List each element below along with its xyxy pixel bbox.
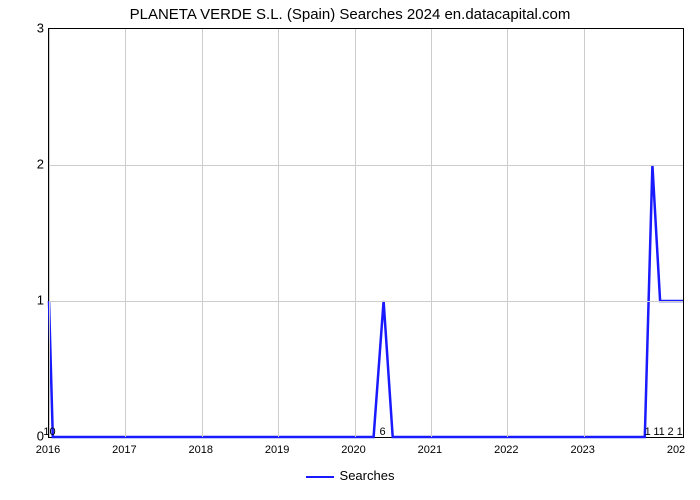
count-label: 11 <box>653 426 664 438</box>
grid-vertical <box>202 29 203 437</box>
grid-vertical <box>278 29 279 437</box>
count-label: 6 <box>380 426 386 438</box>
x-tick-label: 2020 <box>341 444 365 456</box>
x-tick-label: 202 <box>667 444 685 456</box>
x-tick-label: 2016 <box>36 444 60 456</box>
y-tick-label: 2 <box>4 157 44 172</box>
x-tick-label: 2017 <box>112 444 136 456</box>
grid-vertical <box>507 29 508 437</box>
plot-area <box>48 28 684 438</box>
chart-title: PLANETA VERDE S.L. (Spain) Searches 2024… <box>0 6 700 23</box>
grid-horizontal <box>49 301 683 302</box>
legend: Searches <box>0 468 700 483</box>
x-tick-label: 2021 <box>418 444 442 456</box>
grid-vertical <box>49 29 50 437</box>
count-label: 2 <box>667 426 673 438</box>
count-label: 1 <box>677 426 683 438</box>
grid-vertical <box>431 29 432 437</box>
chart-container: PLANETA VERDE S.L. (Spain) Searches 2024… <box>0 0 700 500</box>
grid-vertical <box>584 29 585 437</box>
y-tick-label: 3 <box>4 21 44 36</box>
grid-vertical <box>355 29 356 437</box>
legend-label: Searches <box>340 468 395 483</box>
count-label: 1 <box>645 426 651 438</box>
x-tick-label: 2023 <box>570 444 594 456</box>
x-tick-label: 2022 <box>494 444 518 456</box>
count-label: 10 <box>43 426 55 438</box>
x-tick-label: 2018 <box>189 444 213 456</box>
chart-line-layer <box>49 29 683 437</box>
y-tick-label: 0 <box>4 429 44 444</box>
y-tick-label: 1 <box>4 293 44 308</box>
x-tick-label: 2019 <box>265 444 289 456</box>
grid-horizontal <box>49 165 683 166</box>
grid-vertical <box>125 29 126 437</box>
legend-swatch <box>306 476 334 478</box>
